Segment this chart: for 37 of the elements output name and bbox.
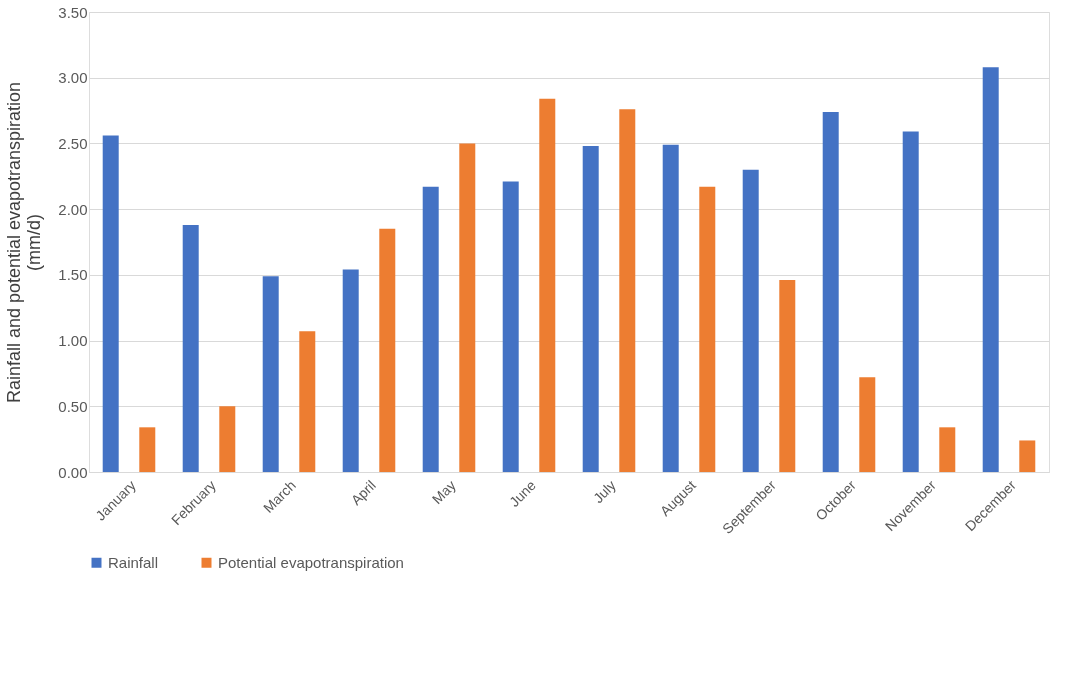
bar [102,135,119,472]
bar [219,406,236,472]
bar [139,427,156,472]
y-tick-label: 1.00 [58,332,88,350]
bar [502,181,519,472]
bar [459,143,476,472]
y-tick-label: 1.50 [58,266,88,284]
bar [742,169,759,472]
y-tick-label: 0.50 [58,397,88,415]
legend-label: Rainfall [108,553,159,571]
bar [662,144,679,472]
bar [859,377,876,472]
y-tick-label: 2.00 [58,200,88,218]
bar [779,280,796,472]
x-tick-label: May [428,477,459,508]
bar [182,224,199,472]
legend-label: Potential evapotranspiration [218,553,404,571]
bar [342,269,359,472]
x-tick-label: July [589,477,619,507]
bar [699,186,716,472]
y-tick-label: 3.00 [58,69,88,87]
bar [982,67,999,472]
bar [619,109,636,472]
bar [379,228,396,472]
bar [422,186,439,472]
bar [1019,440,1036,472]
y-tick-label: 3.50 [58,3,88,21]
bar [539,98,556,472]
y-tick-label: 2.50 [58,134,88,152]
y-tick-label: 0.00 [58,463,88,481]
bar [822,111,839,472]
bar [299,331,316,472]
bar [582,146,599,472]
bar [262,276,279,472]
bar [902,131,919,472]
y-axis-title: Rainfall and potential evapotranspiration (mm/d) [4,81,45,404]
bar [939,427,956,472]
